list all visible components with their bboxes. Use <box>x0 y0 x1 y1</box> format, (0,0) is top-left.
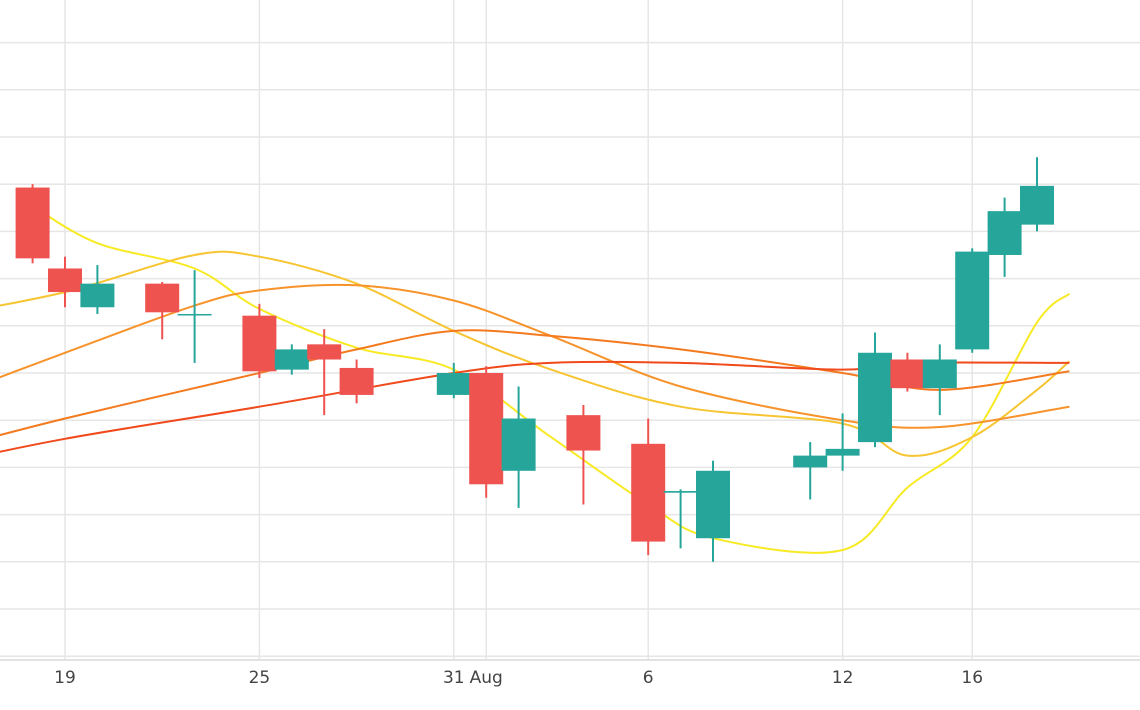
x-tick-label: 31 <box>443 668 465 688</box>
candle <box>177 270 212 363</box>
candle <box>15 184 50 264</box>
candle <box>663 489 698 549</box>
candle <box>501 386 536 508</box>
candle-body <box>696 470 730 539</box>
candle <box>793 442 828 500</box>
candle <box>80 265 115 314</box>
candle <box>48 256 82 308</box>
candle <box>1020 157 1054 232</box>
moving-average-line-1 <box>32 205 1071 554</box>
candle <box>987 197 1022 277</box>
candle-body <box>825 448 860 456</box>
candle-body <box>922 359 957 389</box>
x-tick-label: Aug <box>470 668 503 688</box>
candle-body <box>436 373 471 395</box>
candle <box>242 303 277 379</box>
x-tick-label: 12 <box>832 668 854 688</box>
candle-body <box>955 251 990 350</box>
candle <box>436 362 471 399</box>
candle-body <box>566 415 601 451</box>
candle-body <box>242 315 277 372</box>
candle <box>696 460 730 562</box>
candle <box>339 359 374 404</box>
candles <box>15 157 1054 562</box>
candle <box>955 248 990 353</box>
candle <box>858 332 892 448</box>
candle-body <box>469 373 504 485</box>
x-tick-label: 19 <box>54 668 76 688</box>
candle-body <box>80 283 115 308</box>
candle-body <box>663 491 698 493</box>
candle-body <box>339 367 374 395</box>
candle <box>890 352 925 392</box>
candle-body <box>15 187 50 259</box>
candle-body <box>177 313 212 316</box>
candle-body <box>501 418 536 471</box>
candle-body <box>48 268 82 293</box>
candle <box>566 405 601 505</box>
candle <box>631 418 666 556</box>
candle <box>922 344 957 416</box>
candle <box>469 366 504 498</box>
candle <box>307 329 342 416</box>
candle-body <box>631 443 666 542</box>
candle-body <box>793 455 828 468</box>
candle-body <box>987 211 1022 255</box>
candle-body <box>1020 185 1054 225</box>
candle-body <box>145 283 180 313</box>
x-tick-label: 25 <box>249 668 271 688</box>
x-tick-label: 16 <box>961 668 983 688</box>
candle <box>274 344 309 375</box>
x-axis: 19 25 31 Aug 6 12 16 <box>0 659 1140 688</box>
x-tick-label: 6 <box>643 668 654 688</box>
candle-body <box>274 349 309 370</box>
candle-body <box>858 352 892 443</box>
candle <box>825 413 860 471</box>
candle <box>145 281 180 340</box>
candle-body <box>307 344 342 360</box>
candle-body <box>890 359 925 389</box>
